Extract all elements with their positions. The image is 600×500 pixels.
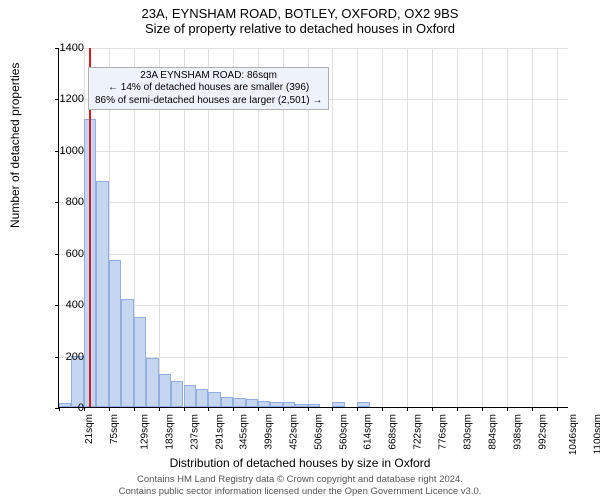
x-tick-mark <box>482 407 483 411</box>
gridline-v <box>432 48 433 407</box>
histogram-bar <box>109 260 121 407</box>
histogram-bar <box>121 299 133 407</box>
annotation-box: 23A EYNSHAM ROAD: 86sqm← 14% of detached… <box>88 67 329 111</box>
gridline-v <box>457 48 458 407</box>
x-tick-mark <box>109 407 110 411</box>
footer-line2: Contains public sector information licen… <box>0 486 600 498</box>
x-tick-mark <box>407 407 408 411</box>
y-axis-label: Number of detached properties <box>8 63 22 228</box>
histogram-bar <box>159 374 171 407</box>
y-tick-label: 400 <box>48 299 84 311</box>
y-tick-label: 600 <box>48 248 84 260</box>
x-tick-mark <box>382 407 383 411</box>
gridline-h <box>59 305 568 306</box>
x-tick-label: 75sqm <box>109 414 120 444</box>
title-line1: 23A, EYNSHAM ROAD, BOTLEY, OXFORD, OX2 9… <box>0 6 600 21</box>
gridline-v <box>532 48 533 407</box>
histogram-bar <box>308 404 320 407</box>
gridline-h <box>59 151 568 152</box>
x-tick-mark <box>159 407 160 411</box>
gridline-v <box>407 48 408 407</box>
histogram-bar <box>134 317 146 407</box>
x-tick-label: 560sqm <box>338 414 349 450</box>
x-tick-label: 345sqm <box>239 414 250 450</box>
chart-title: 23A, EYNSHAM ROAD, BOTLEY, OXFORD, OX2 9… <box>0 0 600 36</box>
histogram-bar <box>357 402 369 407</box>
x-tick-label: 129sqm <box>139 414 150 450</box>
histogram-bar <box>171 381 183 407</box>
x-tick-label: 722sqm <box>413 414 424 450</box>
x-tick-mark <box>233 407 234 411</box>
x-tick-label: 1046sqm <box>568 414 579 455</box>
x-tick-mark <box>184 407 185 411</box>
x-tick-mark <box>283 407 284 411</box>
histogram-bar <box>258 401 270 407</box>
x-tick-label: 776sqm <box>438 414 449 450</box>
histogram-bar <box>71 356 83 407</box>
x-tick-mark <box>357 407 358 411</box>
gridline-v <box>557 48 558 407</box>
gridline-v <box>332 48 333 407</box>
chart: 23A EYNSHAM ROAD: 86sqm← 14% of detached… <box>58 48 568 408</box>
x-tick-mark <box>308 407 309 411</box>
y-tick-label: 1200 <box>48 93 84 105</box>
title-line2: Size of property relative to detached ho… <box>0 21 600 36</box>
y-tick-label: 800 <box>48 196 84 208</box>
y-tick-label: 1400 <box>48 42 84 54</box>
y-tick-label: 200 <box>48 351 84 363</box>
annotation-line1: 23A EYNSHAM ROAD: 86sqm <box>95 70 322 83</box>
annotation-line3: 86% of semi-detached houses are larger (… <box>95 95 322 108</box>
gridline-h <box>59 254 568 255</box>
plot-area: 23A EYNSHAM ROAD: 86sqm← 14% of detached… <box>58 48 568 408</box>
histogram-bar <box>270 402 282 407</box>
x-tick-label: 614sqm <box>363 414 374 450</box>
x-tick-mark <box>557 407 558 411</box>
x-tick-label: 291sqm <box>214 414 225 450</box>
footer-line1: Contains HM Land Registry data © Crown c… <box>0 474 600 486</box>
y-tick-label: 0 <box>48 402 84 414</box>
histogram-bar <box>146 358 158 407</box>
x-tick-mark <box>134 407 135 411</box>
x-tick-label: 938sqm <box>512 414 523 450</box>
x-tick-label: 992sqm <box>537 414 548 450</box>
annotation-line2: ← 14% of detached houses are smaller (39… <box>95 82 322 95</box>
histogram-bar <box>233 398 245 407</box>
gridline-h <box>59 202 568 203</box>
x-tick-mark <box>432 407 433 411</box>
x-tick-mark <box>208 407 209 411</box>
histogram-bar <box>283 402 295 407</box>
x-tick-mark <box>84 407 85 411</box>
x-tick-mark <box>258 407 259 411</box>
gridline-v <box>507 48 508 407</box>
x-tick-label: 21sqm <box>84 414 95 444</box>
x-tick-label: 884sqm <box>488 414 499 450</box>
gridline-v <box>357 48 358 407</box>
gridline-v <box>482 48 483 407</box>
x-tick-label: 237sqm <box>189 414 200 450</box>
histogram-bar <box>184 385 196 407</box>
x-tick-label: 399sqm <box>264 414 275 450</box>
gridline-h <box>59 48 568 49</box>
x-tick-label: 1100sqm <box>592 414 600 454</box>
x-tick-label: 183sqm <box>164 414 175 450</box>
x-axis-label: Distribution of detached houses by size … <box>0 456 600 470</box>
histogram-bar <box>96 181 108 407</box>
histogram-bar <box>196 389 208 407</box>
gridline-v <box>382 48 383 407</box>
x-tick-mark <box>532 407 533 411</box>
x-tick-mark <box>507 407 508 411</box>
x-tick-label: 668sqm <box>388 414 399 450</box>
histogram-bar <box>332 402 344 407</box>
histogram-bar <box>246 399 258 407</box>
histogram-bar <box>295 404 307 407</box>
histogram-bar <box>208 392 220 407</box>
footer: Contains HM Land Registry data © Crown c… <box>0 474 600 498</box>
x-tick-mark <box>332 407 333 411</box>
histogram-bar <box>221 397 233 407</box>
x-tick-label: 506sqm <box>313 414 324 450</box>
x-tick-label: 452sqm <box>288 414 299 450</box>
x-tick-mark <box>457 407 458 411</box>
x-tick-label: 830sqm <box>463 414 474 450</box>
y-tick-label: 1000 <box>48 145 84 157</box>
